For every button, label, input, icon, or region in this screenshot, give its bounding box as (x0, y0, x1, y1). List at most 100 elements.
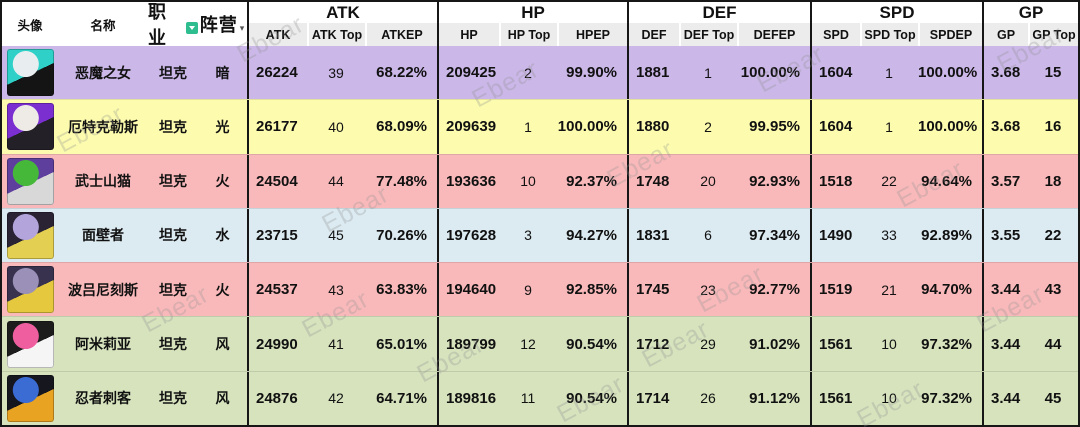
faction-cell: 暗 (215, 64, 230, 81)
avatar (6, 49, 54, 97)
avatar (6, 103, 54, 151)
group-header-def: DEF (627, 2, 810, 23)
hpep-cell: 99.90% (566, 64, 617, 82)
def-top-cell: 1 (704, 64, 712, 81)
avatar-cell (2, 155, 58, 208)
hp-value: 209425 (446, 64, 497, 82)
def-value: 1881 (636, 64, 670, 82)
table-row: 厄特克勒斯 坦克 光 26177 40 68.09% 209639 1 100.… (2, 99, 1078, 154)
spdep-cell: 100.00% (918, 118, 978, 136)
spd-top-cell: 10 (881, 390, 897, 407)
spdep-cell: 97.32% (921, 389, 972, 407)
gp-cell: 3.68 (982, 100, 1028, 154)
spd-value: 1604 (819, 64, 853, 82)
faction-filter-arrow-icon[interactable]: ▾ (239, 22, 246, 33)
atkep-cell: 77.48% (376, 172, 427, 190)
gp-top-cell: 44 (1044, 335, 1062, 353)
atk-value: 26177 (256, 118, 298, 136)
atkep-cell: 65.01% (376, 335, 427, 353)
atk-value: 24537 (256, 281, 298, 299)
spd-value: 1604 (819, 118, 853, 136)
spd-top-cell: 1 (885, 64, 893, 81)
hp-cell: 194640 (437, 263, 499, 317)
class-cell: 坦克 (159, 281, 187, 298)
header-avatar: 头像 (2, 2, 58, 46)
defep-cell: 92.77% (749, 281, 800, 299)
faction-cell: 水 (215, 227, 230, 244)
atkep-cell: 68.09% (376, 118, 427, 136)
gp-top-cell: 16 (1044, 118, 1062, 136)
class-filter-icon[interactable] (186, 22, 198, 34)
hp-value: 193636 (446, 172, 497, 190)
atk-cell: 26224 (247, 46, 307, 100)
subheader-defep: DEFEP (737, 23, 810, 46)
spd-cell: 1519 (810, 263, 860, 317)
atk-cell: 24990 (247, 317, 307, 371)
spdep-cell: 94.70% (921, 281, 972, 299)
atk-cell: 24876 (247, 371, 307, 425)
defep-cell: 91.12% (749, 389, 800, 407)
def-cell: 1881 (627, 46, 679, 100)
group-header-hp: HP (437, 2, 627, 23)
spd-value: 1518 (819, 172, 853, 190)
gp-top-cell: 15 (1044, 64, 1062, 82)
hp-value: 189799 (446, 335, 497, 353)
table-row: 波吕尼刻斯 坦克 火 24537 43 63.83% 194640 9 92.8… (2, 262, 1078, 317)
defep-cell: 92.93% (749, 172, 800, 190)
atk-cell: 24537 (247, 263, 307, 317)
hp-value: 194640 (446, 281, 497, 299)
atkep-cell: 68.22% (376, 64, 427, 82)
def-value: 1714 (636, 389, 670, 407)
header-name: 名称 (58, 2, 148, 46)
group-header-atk: ATK (247, 2, 437, 23)
spd-value: 1561 (819, 389, 853, 407)
spdep-cell: 92.89% (921, 226, 972, 244)
header-class-label: 职业 (148, 2, 167, 48)
hpep-cell: 92.37% (566, 172, 617, 190)
spd-top-cell: 1 (885, 118, 893, 135)
spd-cell: 1604 (810, 46, 860, 100)
gp-cell: 3.57 (982, 154, 1028, 208)
defep-cell: 91.02% (749, 335, 800, 353)
header-avatar-label: 头像 (17, 18, 43, 33)
def-value: 1745 (636, 281, 670, 299)
class-cell: 坦克 (159, 64, 187, 81)
atkep-cell: 70.26% (376, 226, 427, 244)
def-top-cell: 26 (700, 390, 716, 407)
gp-top-cell: 43 (1044, 281, 1062, 299)
def-cell: 1714 (627, 371, 679, 425)
hpep-cell: 100.00% (557, 118, 617, 136)
spd-value: 1490 (819, 226, 853, 244)
def-top-cell: 29 (700, 336, 716, 353)
atk-value: 26224 (256, 64, 298, 82)
name-cell: 厄特克勒斯 (68, 118, 138, 135)
gp-value: 3.55 (991, 226, 1021, 244)
atk-value: 24504 (256, 172, 298, 190)
avatar (6, 320, 54, 368)
atk-value: 24990 (256, 335, 298, 353)
header-faction-label: 阵营 (199, 15, 238, 35)
faction-cell: 光 (215, 118, 230, 135)
name-cell: 忍者刺客 (75, 390, 131, 407)
hp-top-cell: 1 (524, 118, 532, 135)
avatar-cell (2, 46, 58, 99)
hp-top-cell: 3 (524, 227, 532, 244)
header-faction: 阵营 ▾ (198, 2, 247, 46)
hpep-cell: 90.54% (566, 389, 617, 407)
gp-top-cell: 45 (1044, 389, 1062, 407)
hp-cell: 197628 (437, 208, 499, 263)
table-row: 忍者刺客 坦克 风 24876 42 64.71% 189816 11 90.5… (2, 370, 1078, 425)
subheader-gp-top: GP Top (1028, 23, 1078, 46)
subheader-hp: HP (437, 23, 499, 46)
gp-value: 3.44 (991, 281, 1021, 299)
atk-cell: 23715 (247, 208, 307, 263)
spd-top-cell: 10 (881, 336, 897, 353)
hp-cell: 193636 (437, 154, 499, 208)
spdep-cell: 100.00% (918, 64, 978, 82)
group-header-spd: SPD (810, 2, 982, 23)
gp-top-cell: 22 (1044, 226, 1062, 244)
atk-top-cell: 45 (328, 227, 344, 244)
gp-cell: 3.44 (982, 317, 1028, 371)
hp-top-cell: 12 (520, 336, 536, 353)
atk-top-cell: 40 (328, 118, 344, 135)
